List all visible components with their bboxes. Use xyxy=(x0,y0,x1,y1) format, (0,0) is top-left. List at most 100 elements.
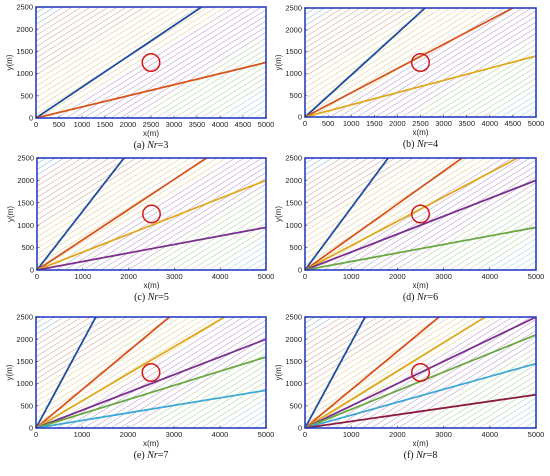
x-axis-label: x(m) xyxy=(413,128,429,137)
streamline xyxy=(500,94,536,117)
streamline xyxy=(36,317,91,352)
streamline xyxy=(36,7,127,64)
streamline xyxy=(38,7,217,118)
y-tick-label: 1500 xyxy=(285,198,302,207)
streamline xyxy=(365,10,536,117)
caption-value: =4 xyxy=(428,139,439,150)
plot-background xyxy=(305,8,536,117)
streamline xyxy=(36,7,82,36)
streamline xyxy=(305,317,369,358)
streamline xyxy=(374,16,536,117)
streamline xyxy=(467,227,536,270)
streamline xyxy=(37,158,146,226)
x-tick-label: 2000 xyxy=(389,430,406,439)
streamline xyxy=(209,392,266,428)
streamline xyxy=(36,317,145,386)
series-line xyxy=(305,317,486,428)
streamline xyxy=(36,7,73,31)
y-tick-label: 500 xyxy=(20,401,33,410)
streamline xyxy=(424,358,536,428)
caption-label: (d) xyxy=(403,292,417,303)
x-tick-label: 5000 xyxy=(258,120,275,129)
streamline xyxy=(37,158,83,187)
streamline xyxy=(422,199,536,270)
series-line xyxy=(305,362,536,428)
streamline xyxy=(496,403,536,428)
y-axis-label: y(m) xyxy=(6,206,15,222)
x-tick-label: 2000 xyxy=(389,119,406,128)
streamline xyxy=(395,182,536,270)
streamline xyxy=(36,317,199,419)
streamline xyxy=(325,317,504,428)
streamline xyxy=(485,238,536,270)
x-tick-label: 2000 xyxy=(120,430,137,439)
plot-frame xyxy=(36,157,267,271)
plot-background xyxy=(305,158,536,270)
x-tick-label: 1000 xyxy=(343,119,360,128)
streamline xyxy=(56,7,235,118)
series-line xyxy=(37,226,266,270)
streamline xyxy=(329,8,505,117)
x-axis-label: x(m) xyxy=(143,439,159,448)
streamline xyxy=(305,8,352,38)
streamline xyxy=(37,158,182,249)
streamline xyxy=(36,317,136,380)
plot-frame xyxy=(304,316,537,429)
well-circle xyxy=(142,204,161,224)
streamline xyxy=(419,44,536,117)
y-tick-label: 2000 xyxy=(16,25,33,34)
y-tick-label: 2000 xyxy=(17,176,34,185)
x-tick-label: 3000 xyxy=(435,272,452,281)
panel-caption: (b) Nr=4 xyxy=(403,139,438,150)
streamline xyxy=(56,317,235,428)
streamline xyxy=(36,7,91,42)
streamline xyxy=(36,317,100,358)
well-circle xyxy=(141,363,161,382)
streamline xyxy=(305,317,423,391)
streamline xyxy=(64,158,245,270)
streamline xyxy=(368,165,536,270)
streamline xyxy=(163,205,266,270)
streamline xyxy=(36,317,73,341)
x-tick-label: 0 xyxy=(35,272,39,281)
streamline xyxy=(383,21,536,117)
streamline xyxy=(305,317,441,403)
streamline xyxy=(361,318,536,428)
streamline xyxy=(37,158,92,193)
y-axis-label: y(m) xyxy=(5,54,14,70)
series-line xyxy=(37,179,266,270)
x-tick-label: 1500 xyxy=(97,120,114,129)
streamline xyxy=(305,317,405,380)
streamline xyxy=(36,317,163,397)
streamline xyxy=(305,158,351,187)
plot-frame xyxy=(35,316,267,429)
streamline xyxy=(478,392,536,428)
streamline xyxy=(464,72,536,117)
streamline xyxy=(338,8,514,117)
streamline xyxy=(36,7,154,81)
plot-background xyxy=(37,158,266,270)
series-line xyxy=(37,158,207,270)
streamline xyxy=(305,8,388,60)
series-line xyxy=(36,338,266,428)
streamline xyxy=(305,8,343,32)
y-tick-label: 1500 xyxy=(16,357,33,366)
series-line xyxy=(305,226,536,270)
streamline xyxy=(37,158,101,198)
y-tick-label: 0 xyxy=(30,266,34,275)
streamline xyxy=(37,158,164,238)
streamline xyxy=(36,7,118,59)
x-tick-label: 4000 xyxy=(481,430,498,439)
panel-caption: (d) Nr=6 xyxy=(403,292,438,303)
x-tick-label: 0 xyxy=(34,120,38,129)
streamline xyxy=(226,245,266,270)
streamline xyxy=(440,210,536,270)
streamline xyxy=(404,187,536,270)
streamline xyxy=(305,158,459,255)
streamline xyxy=(36,317,118,369)
well-circle xyxy=(141,53,161,72)
streamline xyxy=(305,8,397,66)
streamline xyxy=(190,222,266,270)
streamline xyxy=(469,386,536,428)
streamline xyxy=(182,375,266,428)
